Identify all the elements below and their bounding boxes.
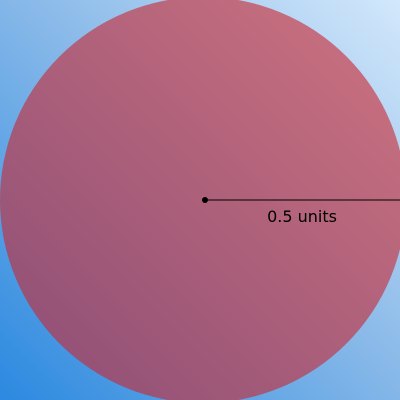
center-point — [202, 197, 208, 203]
radius-label: 0.5 units — [267, 207, 337, 226]
